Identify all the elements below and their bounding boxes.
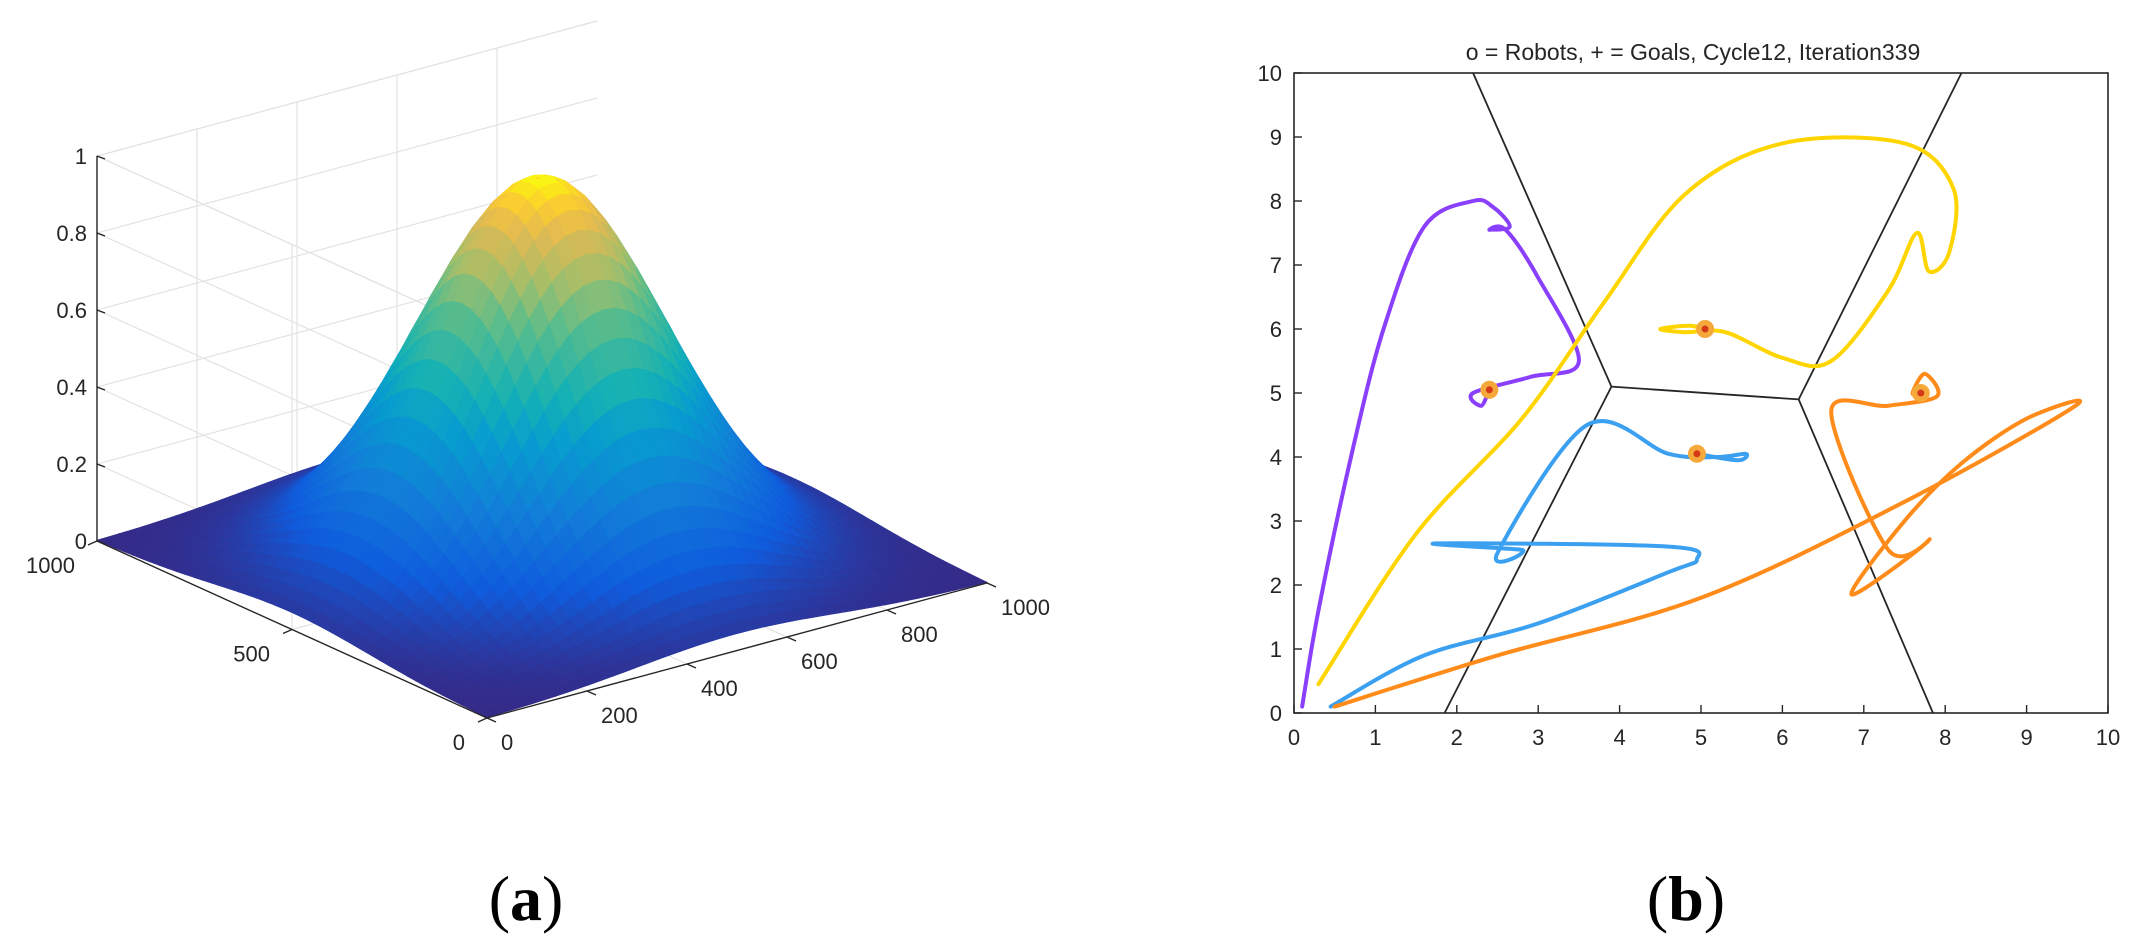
x-tick-label: 600 — [801, 649, 838, 674]
gaussian-surface — [95, 174, 989, 718]
goal-marker — [1701, 325, 1709, 333]
z-tick-label: 0.8 — [56, 221, 87, 246]
plot-title: o = Robots, + = Goals, Cycle12, Iteratio… — [1466, 39, 1921, 65]
trajectory-3 — [1328, 419, 1750, 709]
y-tick-label: 9 — [1270, 125, 1282, 150]
y-tick-label: 8 — [1270, 189, 1282, 214]
x-tick-label: 400 — [701, 676, 738, 701]
x-tick-mark — [786, 636, 797, 642]
z-tick-mark — [96, 155, 106, 160]
y-tick-mark — [477, 717, 488, 723]
trajectory-4 — [1332, 371, 2082, 709]
x-tick-label: 200 — [601, 703, 638, 728]
z-tick-label: 0.4 — [56, 375, 87, 400]
x-tick-mark — [586, 690, 597, 696]
x-tick-label: 7 — [1858, 725, 1870, 750]
z-tick-mark — [96, 463, 106, 468]
x-tick-label: 8 — [1939, 725, 1951, 750]
x-tick-label: 1 — [1369, 725, 1381, 750]
voronoi-edge — [1472, 72, 1613, 387]
y-tick-label: 1000 — [26, 553, 75, 578]
y-tick-label: 3 — [1270, 509, 1282, 534]
z-tick-label: 0.6 — [56, 298, 87, 323]
y-tick-mark — [87, 540, 98, 546]
x-tick-label: 0 — [1288, 725, 1300, 750]
x-tick-label: 3 — [1532, 725, 1544, 750]
y-tick-label: 2 — [1270, 573, 1282, 598]
z-tick-mark — [96, 386, 106, 391]
voronoi-edge — [1797, 399, 1934, 714]
y-tick-label: 1 — [1270, 637, 1282, 662]
z-tick-mark — [96, 540, 106, 545]
axis-ticks: 0 1 2 3 4 5 6 7 8 9 10 0 1 2 3 4 5 6 7 8 9 10 — [1258, 61, 2121, 750]
surface-axes — [87, 155, 997, 723]
robot-goal-markers — [1480, 320, 1930, 463]
z-tick-label: 0 — [75, 529, 87, 554]
z-tick-label: 0.2 — [56, 452, 87, 477]
z-tick-mark — [96, 232, 106, 237]
y-tick-label: 10 — [1258, 61, 1282, 86]
y-tick-mark — [282, 628, 293, 635]
x-tick-mark — [886, 609, 897, 615]
caption-b: (b) — [1647, 863, 1725, 934]
voronoi-edge — [1797, 72, 1963, 400]
x-tick-mark — [486, 717, 497, 723]
y-tick-label: 500 — [233, 642, 270, 667]
robot-trajectories — [1300, 135, 2082, 709]
voronoi-partition — [1443, 72, 1963, 714]
x-tick-label: 10 — [2096, 725, 2120, 750]
trajectory-plot-panel: o = Robots, + = Goals, Cycle12, Iteratio… — [1258, 39, 2121, 750]
x-tick-label: 9 — [2020, 725, 2032, 750]
x-tick-mark — [686, 663, 697, 669]
x-tick-label: 4 — [1613, 725, 1625, 750]
y-tick-label: 6 — [1270, 317, 1282, 342]
x-tick-label: 0 — [501, 730, 513, 755]
x-tick-label: 5 — [1695, 725, 1707, 750]
y-tick-label: 7 — [1270, 253, 1282, 278]
trajectory-1 — [1300, 198, 1581, 709]
x-tick-label: 800 — [901, 622, 938, 647]
trajectory-2 — [1316, 135, 1959, 687]
y-tick-label: 0 — [453, 730, 465, 755]
goal-marker — [1693, 450, 1701, 458]
x-tick-label: 1000 — [1001, 595, 1050, 620]
surface-patch — [965, 577, 989, 586]
x-tick-label: 6 — [1776, 725, 1788, 750]
voronoi-edge — [1443, 386, 1613, 714]
y-tick-label: 0 — [1270, 701, 1282, 726]
z-tick-mark — [96, 309, 106, 314]
y-tick-label: 5 — [1270, 381, 1282, 406]
caption-a: (a) — [489, 863, 564, 934]
z-tick-label: 1 — [75, 144, 87, 169]
goal-marker — [1917, 389, 1925, 397]
voronoi-edge — [1611, 385, 1799, 401]
x-tick-label: 2 — [1451, 725, 1463, 750]
y-tick-label: 4 — [1270, 445, 1282, 470]
goal-marker — [1485, 386, 1493, 394]
x-tick-mark — [986, 582, 997, 588]
